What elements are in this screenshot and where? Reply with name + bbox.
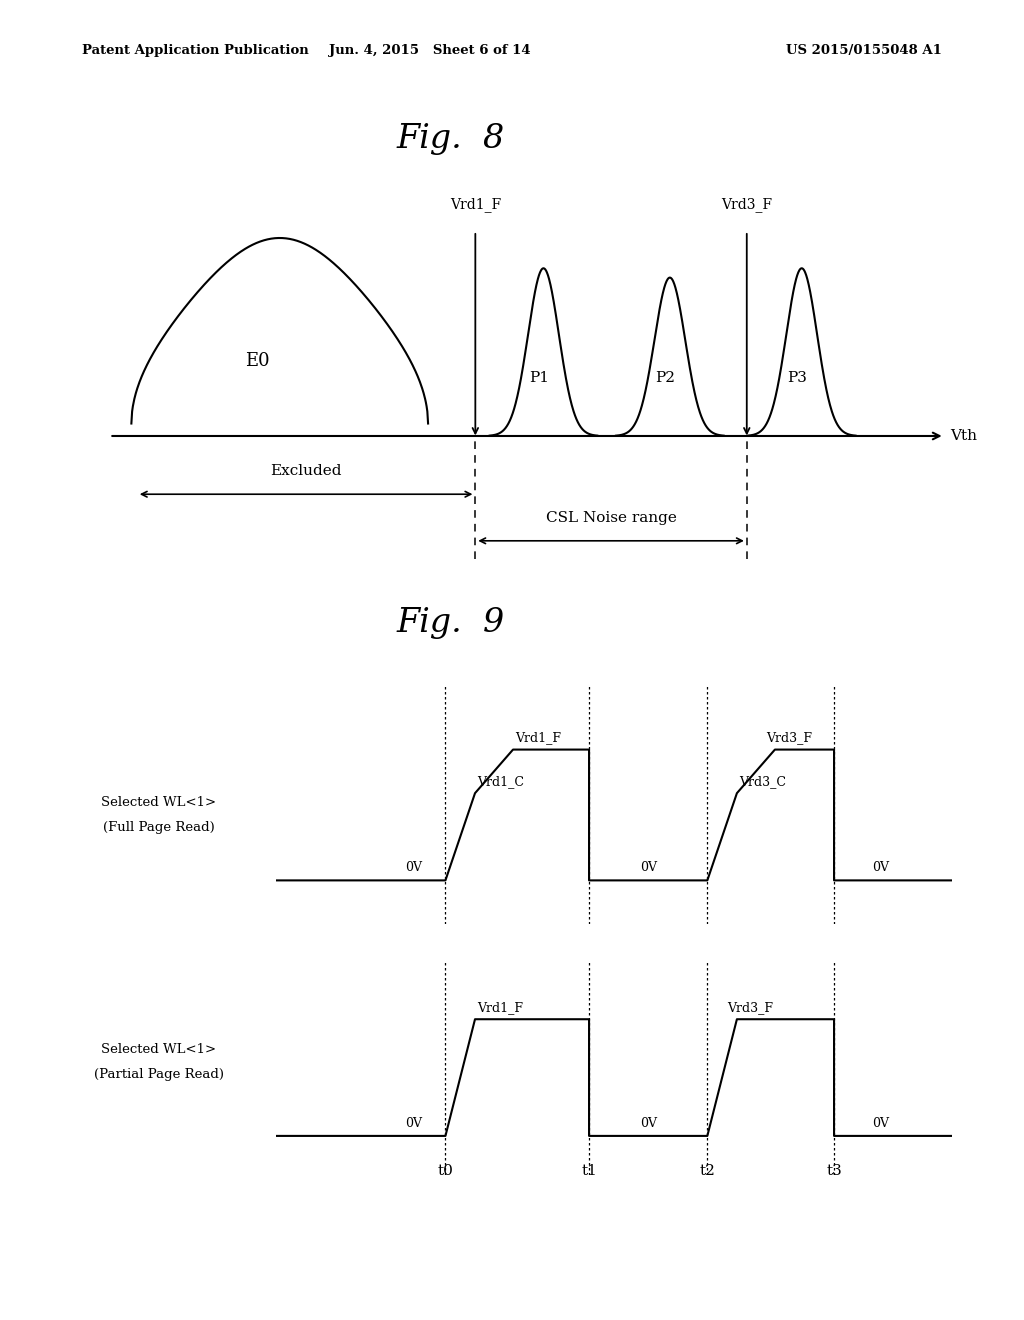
Text: Vrd1_F: Vrd1_F — [515, 731, 561, 744]
Text: Jun. 4, 2015   Sheet 6 of 14: Jun. 4, 2015 Sheet 6 of 14 — [330, 44, 530, 57]
Text: t1: t1 — [581, 1164, 597, 1177]
Text: 0V: 0V — [872, 861, 889, 874]
Text: (Full Page Read): (Full Page Read) — [102, 821, 215, 834]
Text: Vrd1_C: Vrd1_C — [477, 775, 524, 788]
Text: 0V: 0V — [872, 1118, 889, 1130]
Text: 0V: 0V — [640, 1118, 656, 1130]
Text: 0V: 0V — [404, 1118, 422, 1130]
Text: t3: t3 — [826, 1164, 842, 1177]
Text: Vrd1_F: Vrd1_F — [450, 198, 501, 213]
Text: Vrd3_C: Vrd3_C — [739, 775, 786, 788]
Text: CSL Noise range: CSL Noise range — [546, 511, 677, 524]
Text: US 2015/0155048 A1: US 2015/0155048 A1 — [786, 44, 942, 57]
Text: Fig.  9: Fig. 9 — [396, 607, 505, 639]
Text: Patent Application Publication: Patent Application Publication — [82, 44, 308, 57]
Text: t2: t2 — [699, 1164, 716, 1177]
Text: Fig.  8: Fig. 8 — [396, 123, 505, 154]
Text: t0: t0 — [437, 1164, 454, 1177]
Text: Vrd3_F: Vrd3_F — [721, 198, 772, 213]
Text: P3: P3 — [787, 371, 807, 384]
Text: Vth: Vth — [950, 429, 977, 444]
Text: Selected WL<1>: Selected WL<1> — [101, 796, 216, 809]
Text: 0V: 0V — [404, 861, 422, 874]
Text: P1: P1 — [529, 371, 549, 384]
Text: Vrd3_F: Vrd3_F — [766, 731, 812, 744]
Text: Vrd3_F: Vrd3_F — [727, 1002, 773, 1015]
Text: 0V: 0V — [640, 861, 656, 874]
Text: Excluded: Excluded — [270, 463, 342, 478]
Text: P2: P2 — [655, 371, 676, 384]
Text: (Partial Page Read): (Partial Page Read) — [94, 1068, 223, 1081]
Text: Vrd1_F: Vrd1_F — [477, 1002, 523, 1015]
Text: E0: E0 — [246, 352, 270, 371]
Text: Selected WL<1>: Selected WL<1> — [101, 1043, 216, 1056]
